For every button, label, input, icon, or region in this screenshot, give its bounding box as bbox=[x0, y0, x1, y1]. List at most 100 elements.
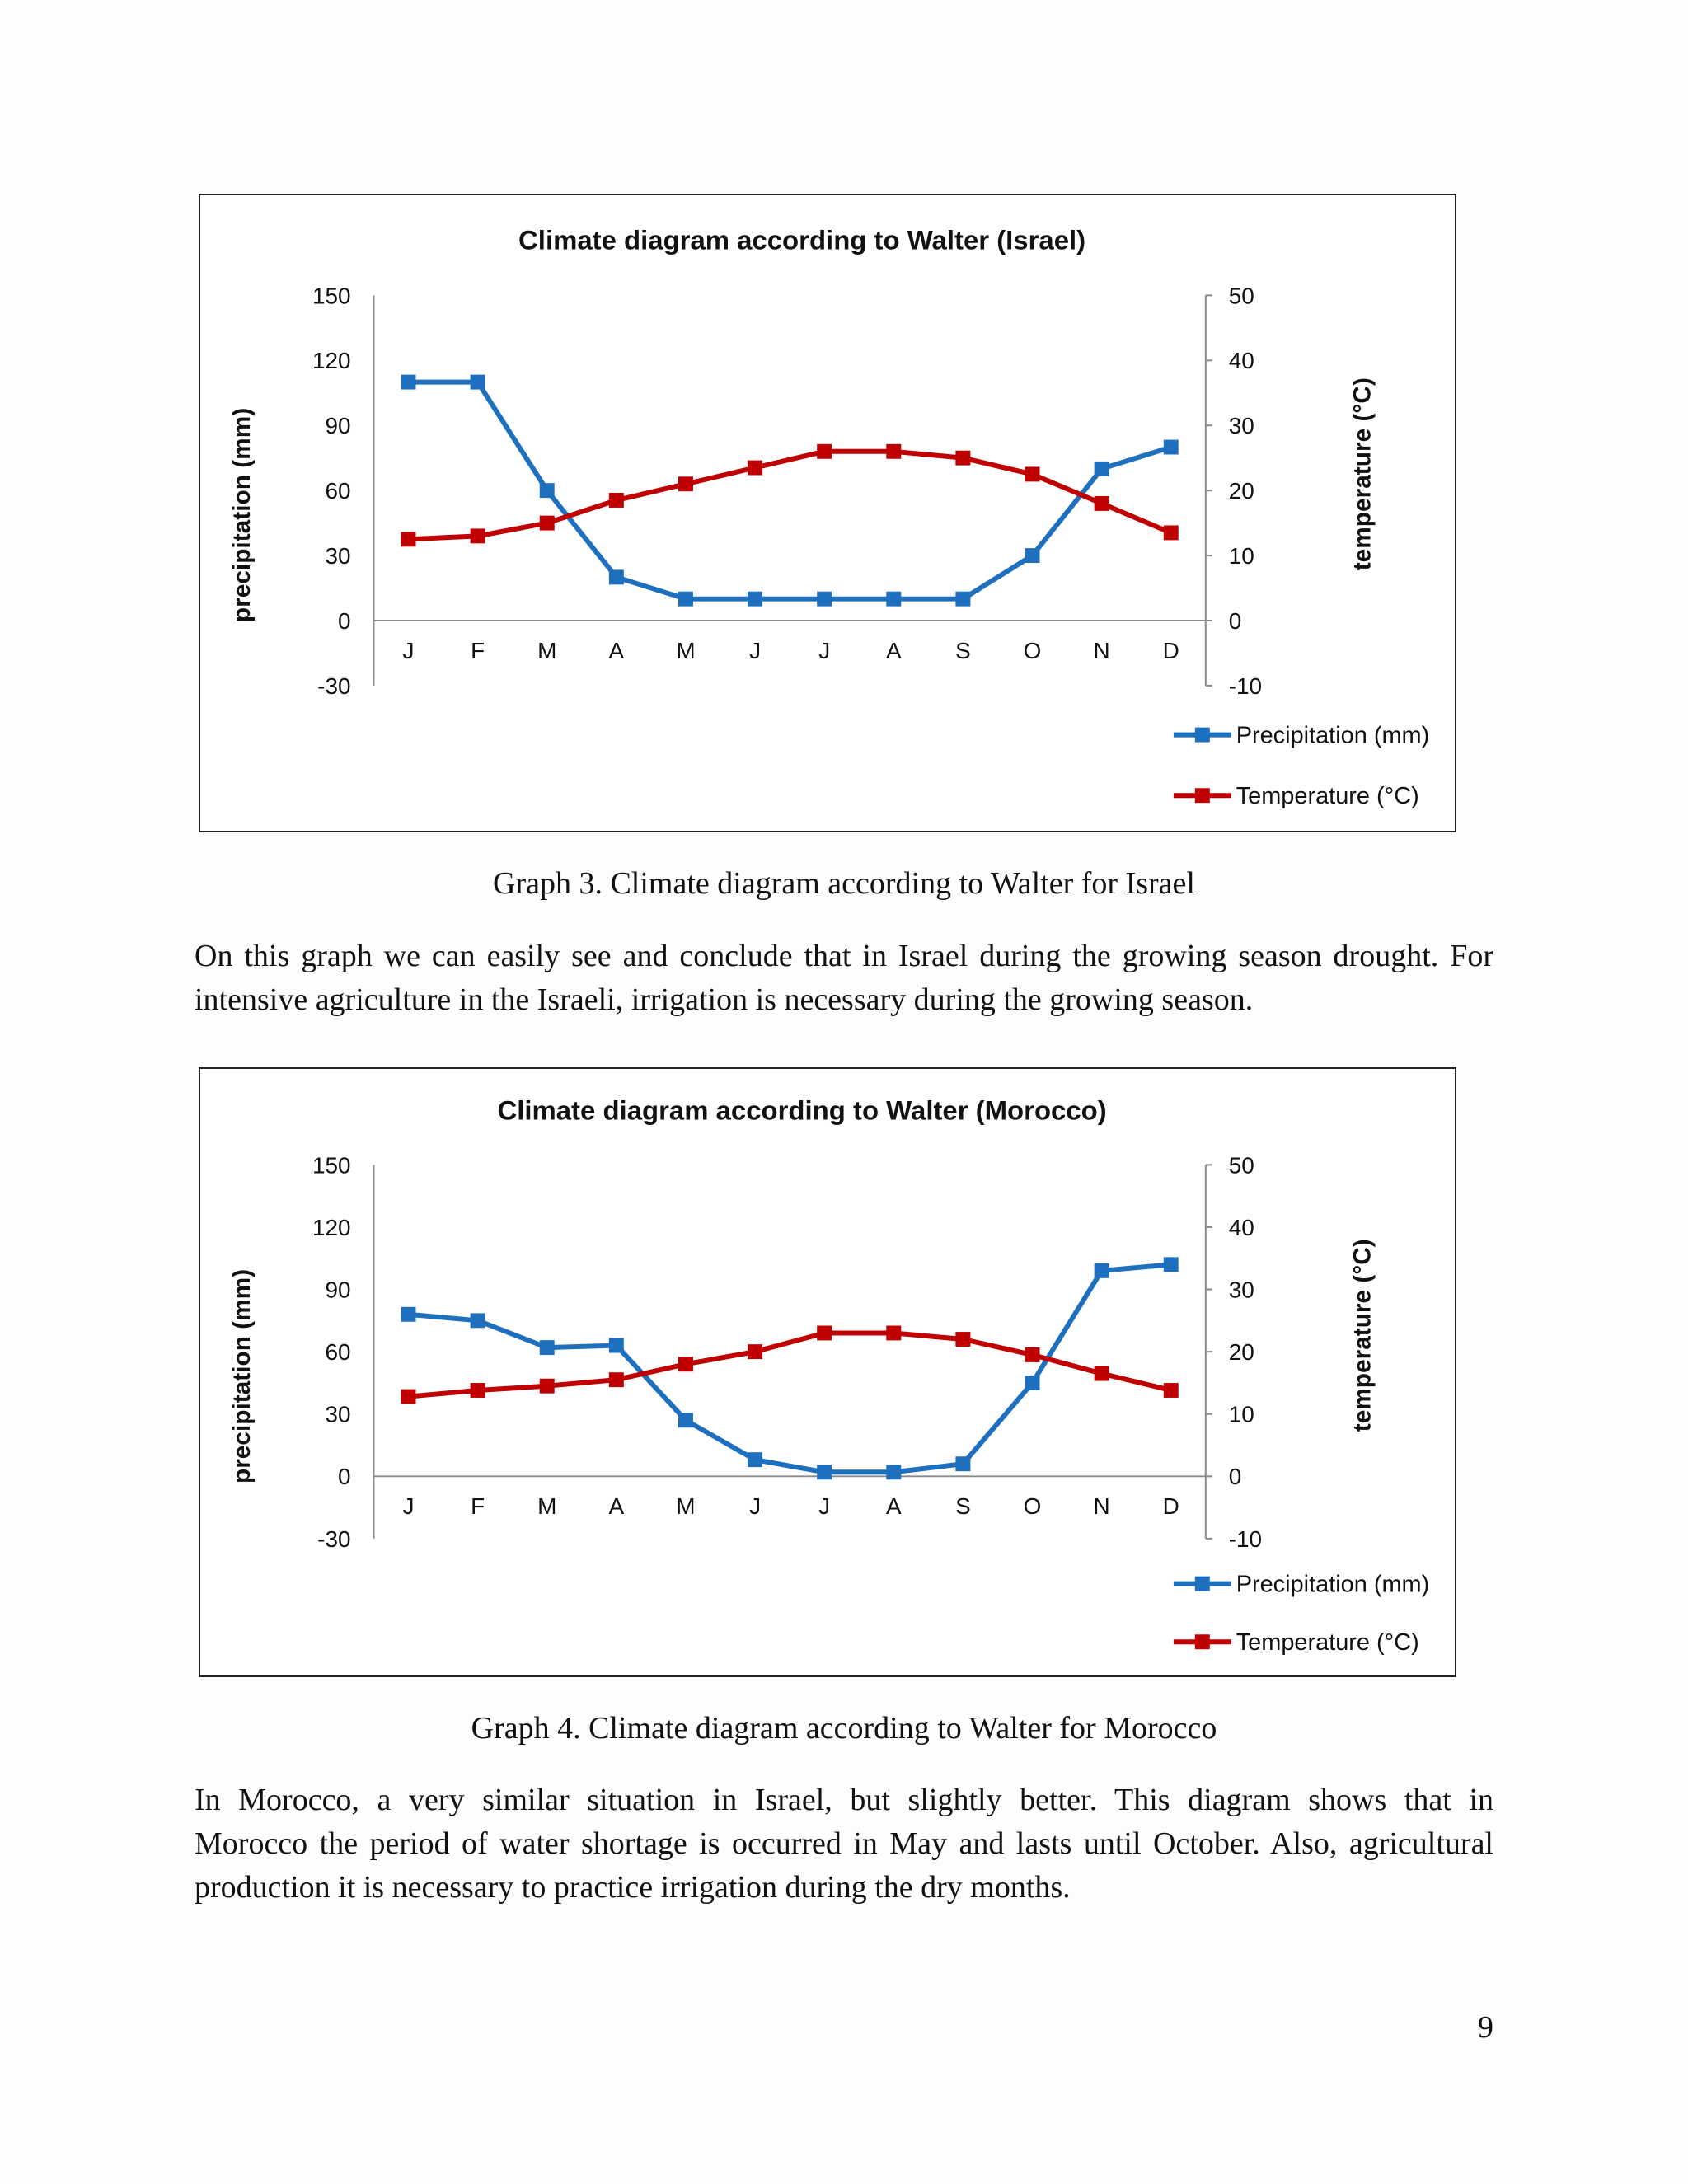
temperature-legend-label: Temperature (°C) bbox=[1236, 783, 1419, 809]
x-tick-label: D bbox=[1163, 1493, 1179, 1519]
right-tick-label: 50 bbox=[1229, 283, 1254, 308]
left-tick-label: 30 bbox=[325, 543, 350, 569]
chart-title: Climate diagram according to Walter (Isr… bbox=[518, 225, 1085, 255]
x-tick-label: J bbox=[749, 638, 761, 663]
temperature-point bbox=[539, 1378, 555, 1394]
temperature-point bbox=[748, 1344, 763, 1360]
left-tick-label: -30 bbox=[317, 1526, 350, 1552]
right-tick-label: 30 bbox=[1229, 413, 1254, 438]
right-tick-label: 40 bbox=[1229, 348, 1254, 373]
right-tick-label: 10 bbox=[1229, 1402, 1254, 1427]
precipitation-series-line bbox=[408, 379, 1172, 602]
x-tick-label: D bbox=[1163, 638, 1179, 663]
left-tick-label: 120 bbox=[312, 348, 351, 373]
precipitation-point bbox=[886, 591, 902, 607]
page-number: 9 bbox=[1478, 2010, 1493, 2045]
right-tick-label: 10 bbox=[1229, 543, 1254, 569]
x-tick-label: J bbox=[403, 1493, 415, 1519]
temperature-point bbox=[817, 443, 832, 459]
x-tick-label: J bbox=[403, 638, 415, 663]
caption-graph-4: Graph 4. Climate diagram according to Wa… bbox=[471, 1711, 1217, 1746]
precipitation-point bbox=[470, 1313, 485, 1329]
paragraph-morocco: In Morocco, a very similar situation in … bbox=[195, 1779, 1493, 1910]
temperature-series-line bbox=[408, 1330, 1172, 1399]
temperature-series-line bbox=[408, 448, 1172, 542]
left-tick-label: 90 bbox=[325, 413, 350, 438]
right-tick-label: 20 bbox=[1229, 1339, 1254, 1365]
x-tick-label: J bbox=[749, 1493, 761, 1519]
temperature-point bbox=[608, 1372, 624, 1388]
temperature-point bbox=[886, 1325, 902, 1341]
precipitation-point bbox=[955, 1456, 971, 1472]
temperature-legend-marker bbox=[1194, 1634, 1210, 1650]
temperature-point bbox=[1094, 495, 1109, 511]
precipitation-point bbox=[678, 591, 693, 607]
left-tick-label: 0 bbox=[338, 1464, 351, 1489]
precipitation-point bbox=[1094, 1263, 1109, 1278]
caption-graph-3: Graph 3. Climate diagram according to Wa… bbox=[493, 866, 1195, 901]
right-tick-label: -10 bbox=[1229, 1526, 1262, 1552]
temperature-point bbox=[401, 1389, 416, 1404]
paragraph-morocco-line-1: In Morocco, a very similar situation in … bbox=[195, 1783, 1493, 1817]
precipitation-point bbox=[1163, 439, 1179, 455]
left-tick-label: 150 bbox=[312, 283, 351, 308]
temperature-point bbox=[470, 528, 485, 544]
precipitation-point bbox=[1025, 1375, 1040, 1390]
chart-title: Climate diagram according to Walter (Mor… bbox=[497, 1095, 1106, 1126]
precipitation-point bbox=[608, 1338, 624, 1353]
x-tick-label: O bbox=[1024, 638, 1042, 663]
temperature-point bbox=[608, 493, 624, 508]
temperature-point bbox=[678, 476, 693, 492]
x-tick-label: F bbox=[471, 1493, 485, 1519]
temperature-point bbox=[470, 1383, 485, 1398]
temperature-point bbox=[1025, 1347, 1040, 1362]
temperature-point bbox=[401, 532, 416, 547]
precipitation-point bbox=[748, 1452, 763, 1468]
y-axis-left-label: precipitation (mm) bbox=[228, 408, 256, 622]
chart-israel-svg: Climate diagram according to Walter (Isr… bbox=[228, 225, 1430, 809]
temperature-point bbox=[886, 443, 902, 459]
paragraph-morocco-line-2: Morocco the period of water shortage is … bbox=[195, 1826, 1493, 1861]
temperature-point bbox=[748, 460, 763, 476]
x-tick-label: S bbox=[955, 638, 971, 663]
precipitation-point bbox=[817, 591, 832, 607]
precipitation-point bbox=[886, 1465, 902, 1480]
left-tick-label: 60 bbox=[325, 1339, 350, 1365]
x-tick-label: N bbox=[1094, 638, 1110, 663]
left-tick-label: -30 bbox=[317, 673, 350, 699]
right-tick-label: 0 bbox=[1229, 1464, 1242, 1489]
temperature-point bbox=[1163, 525, 1179, 541]
chart-morocco: Climate diagram according to Walter (Mor… bbox=[199, 1067, 1456, 1677]
x-tick-label: N bbox=[1094, 1493, 1110, 1519]
x-tick-label: O bbox=[1024, 1493, 1042, 1519]
left-tick-label: 90 bbox=[325, 1277, 350, 1303]
temperature-point bbox=[817, 1325, 832, 1341]
precipitation-legend-label: Precipitation (mm) bbox=[1236, 723, 1430, 749]
x-tick-label: A bbox=[886, 638, 902, 663]
y-axis-left-label: precipitation (mm) bbox=[228, 1269, 256, 1483]
left-tick-label: 120 bbox=[312, 1215, 351, 1240]
x-tick-label: A bbox=[609, 638, 625, 663]
y-axis-right-label: temperature (°C) bbox=[1348, 377, 1376, 570]
temperature-point bbox=[955, 450, 971, 466]
x-tick-label: M bbox=[676, 638, 695, 663]
right-tick-label: 50 bbox=[1229, 1152, 1254, 1178]
precipitation-point bbox=[817, 1465, 832, 1480]
precipitation-point bbox=[401, 1306, 416, 1322]
precipitation-point bbox=[539, 1340, 555, 1356]
x-tick-label: M bbox=[537, 638, 556, 663]
precipitation-series-line bbox=[408, 1262, 1172, 1475]
left-tick-label: 0 bbox=[338, 608, 351, 634]
right-tick-label: 30 bbox=[1229, 1277, 1254, 1303]
right-tick-label: 40 bbox=[1229, 1215, 1254, 1240]
y-axis-right-label: temperature (°C) bbox=[1348, 1239, 1376, 1432]
left-tick-label: 60 bbox=[325, 478, 350, 504]
x-tick-label: J bbox=[818, 638, 830, 663]
x-tick-label: J bbox=[818, 1493, 830, 1519]
chart-morocco-svg: Climate diagram according to Walter (Mor… bbox=[228, 1095, 1429, 1656]
paragraph-israel: On this graph we can easily see and conc… bbox=[195, 935, 1493, 1022]
precipitation-point bbox=[678, 1413, 693, 1428]
right-tick-label: 0 bbox=[1229, 608, 1242, 634]
temperature-legend-marker bbox=[1194, 788, 1210, 804]
left-tick-label: 30 bbox=[325, 1402, 350, 1427]
